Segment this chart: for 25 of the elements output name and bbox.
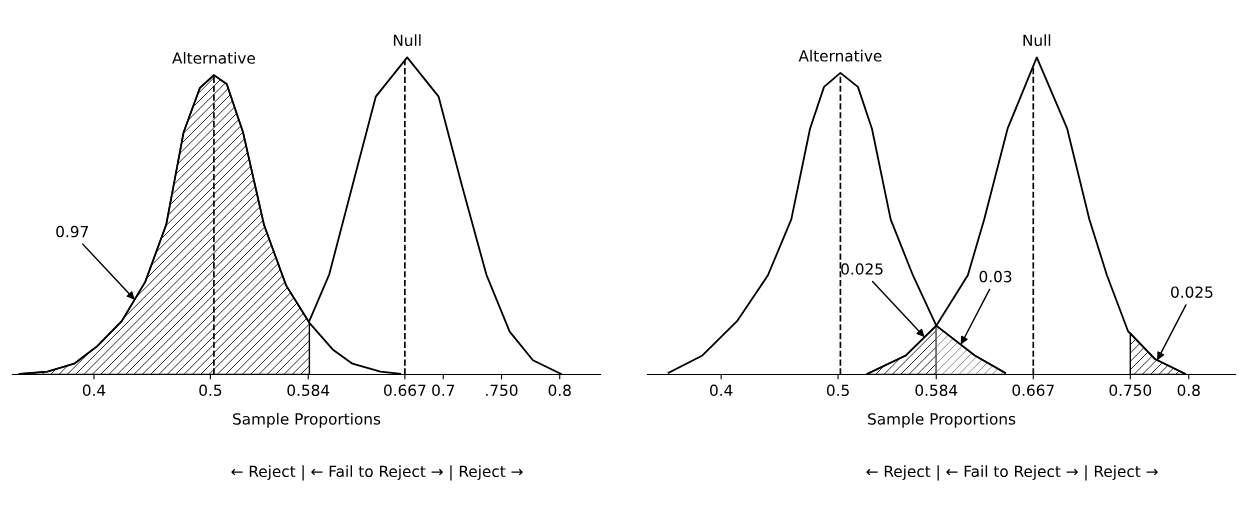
x-tick-label: .750 <box>486 384 518 397</box>
x-tick-label: 0.584 <box>287 384 330 397</box>
annotation: 0.97 <box>56 225 88 238</box>
x-tick-label: 0.8 <box>1177 384 1200 397</box>
text: ← Reject | ← Fail to Reject → | Reject → <box>866 465 1158 481</box>
annotation: 0.025 <box>841 263 883 275</box>
x-axis-title: Sample Proportions <box>233 412 381 428</box>
series-label: Null <box>1023 34 1051 47</box>
x-tick-label: 0.667 <box>1012 384 1054 397</box>
x-tick-label: 0.5 <box>826 384 849 397</box>
x-tick-label: 0.667 <box>384 384 426 397</box>
annotation: 0.025 <box>1171 286 1213 298</box>
x-tick-label: 0.7 <box>432 384 455 397</box>
text: ← Reject | ← Fail to Reject → | Reject → <box>231 465 523 481</box>
x-tick-label: 0.5 <box>199 384 222 397</box>
x-tick-label: 0.750 <box>1109 384 1152 397</box>
series-label: Alternative <box>798 49 882 62</box>
annotation: 0.03 <box>979 270 1012 283</box>
x-tick-label: 0.4 <box>710 384 733 397</box>
x-tick-label: 0.584 <box>915 384 958 397</box>
x-axis-title: Sample Proportions <box>868 412 1016 428</box>
series-label: Null <box>393 34 421 47</box>
series-label: Alternative <box>172 52 256 64</box>
x-tick-label: 0.4 <box>82 384 106 397</box>
x-tick-label: 0.8 <box>548 384 571 397</box>
